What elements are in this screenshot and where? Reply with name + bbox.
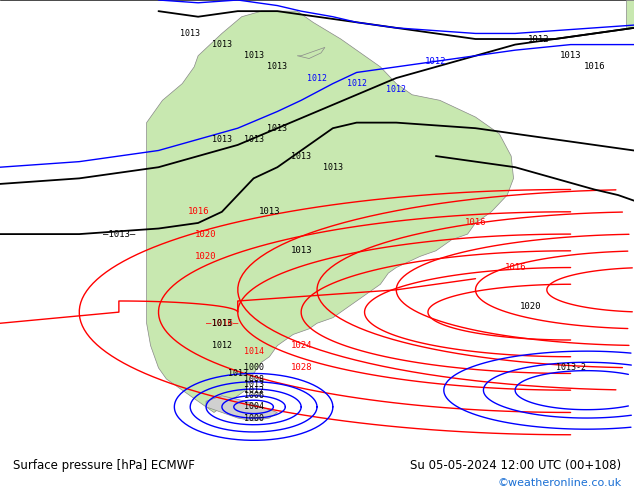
Polygon shape [146, 11, 514, 413]
Text: ©weatheronline.co.uk: ©weatheronline.co.uk [497, 478, 621, 488]
Text: 1028: 1028 [290, 364, 312, 372]
Text: 1013-2: 1013-2 [555, 364, 586, 372]
Text: 1016: 1016 [465, 219, 486, 227]
Text: 1013: 1013 [268, 123, 287, 133]
Text: 1013: 1013 [243, 51, 264, 60]
Text: 1024: 1024 [290, 341, 312, 350]
Text: 1020: 1020 [195, 252, 217, 261]
Text: 1013: 1013 [180, 29, 200, 38]
Text: 1016: 1016 [188, 207, 209, 216]
Text: 1013: 1013 [212, 135, 232, 144]
Text: 1013: 1013 [323, 163, 343, 172]
Text: 1012: 1012 [347, 79, 366, 88]
Text: 1000: 1000 [243, 414, 264, 422]
Text: 1013: 1013 [290, 246, 312, 255]
Polygon shape [297, 48, 325, 58]
Text: 1013: 1013 [212, 319, 232, 328]
Text: Surface pressure [hPa] ECMWF: Surface pressure [hPa] ECMWF [13, 459, 195, 472]
Text: 1014: 1014 [243, 346, 264, 356]
Text: 1013: 1013 [268, 62, 287, 72]
Text: 1012: 1012 [425, 57, 446, 66]
Text: 1013: 1013 [259, 207, 280, 216]
Text: 1012: 1012 [307, 74, 327, 82]
Text: –1016–: –1016– [206, 319, 238, 328]
Text: 1004: 1004 [243, 402, 264, 412]
Text: –1013–: –1013– [103, 230, 135, 239]
Text: 1012: 1012 [386, 85, 406, 94]
Text: 1013: 1013 [243, 135, 264, 144]
Polygon shape [626, 0, 634, 28]
Text: 1020: 1020 [195, 230, 217, 239]
Text: 1008: 1008 [243, 374, 264, 384]
Text: 1012: 1012 [243, 386, 264, 394]
Text: 1016: 1016 [584, 62, 605, 72]
Text: 1016: 1016 [505, 263, 526, 272]
Text: 1013: 1013 [228, 369, 248, 378]
Text: 1013: 1013 [212, 40, 232, 49]
Text: 1006: 1006 [243, 391, 264, 400]
Polygon shape [206, 396, 278, 421]
Text: 1013: 1013 [291, 151, 311, 161]
Text: 1012: 1012 [528, 34, 550, 44]
Text: 1012: 1012 [212, 341, 232, 350]
Text: 1000: 1000 [243, 364, 264, 372]
Text: 1013: 1013 [560, 51, 581, 60]
Text: 1020: 1020 [521, 302, 541, 311]
Text: 1013: 1013 [243, 380, 264, 389]
Text: Su 05-05-2024 12:00 UTC (00+108): Su 05-05-2024 12:00 UTC (00+108) [410, 459, 621, 472]
